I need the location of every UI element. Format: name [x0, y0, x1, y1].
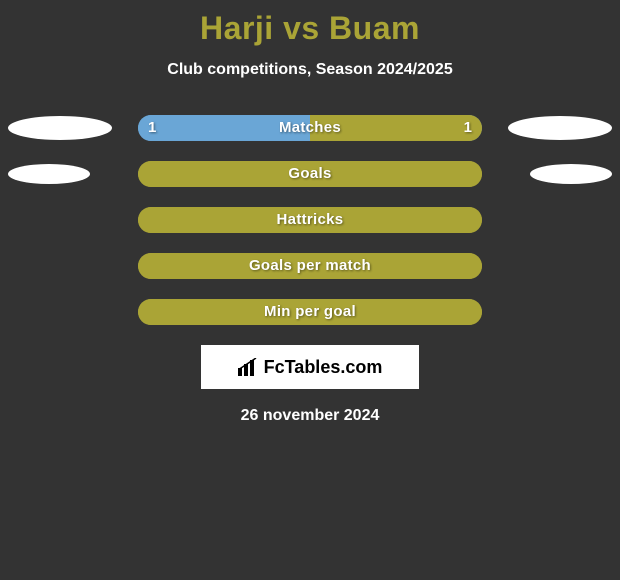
stat-bar: Goals per match [138, 253, 482, 279]
stat-bar: Min per goal [138, 299, 482, 325]
title-player-left: Harji [200, 10, 274, 46]
right-value-ellipse [530, 164, 612, 184]
stat-label: Hattricks [138, 207, 482, 233]
subtitle: Club competitions, Season 2024/2025 [0, 61, 620, 79]
stat-bar: 11Matches [138, 115, 482, 141]
stat-row: Min per goal [0, 299, 620, 325]
logo-text: FcTables.com [264, 357, 383, 378]
stat-label: Goals per match [138, 253, 482, 279]
right-value-ellipse [508, 116, 612, 140]
page-title: Harji vs Buam [0, 0, 620, 47]
stat-rows: 11Matches Goals Hattricks Goals per match Mi… [0, 115, 620, 325]
left-value-ellipse [8, 164, 90, 184]
comparison-infographic: Harji vs Buam Club competitions, Season … [0, 0, 620, 580]
fctables-logo[interactable]: FcTables.com [201, 345, 419, 389]
stat-label: Matches [138, 115, 482, 141]
stat-label: Min per goal [138, 299, 482, 325]
generation-date: 26 november 2024 [0, 407, 620, 425]
stat-row: Hattricks [0, 207, 620, 233]
bar-chart-icon [238, 358, 260, 376]
stat-bar: Goals [138, 161, 482, 187]
stat-row: Goals per match [0, 253, 620, 279]
title-player-right: Buam [329, 10, 420, 46]
title-separator: vs [283, 10, 320, 46]
stat-row: Goals [0, 161, 620, 187]
stat-label: Goals [138, 161, 482, 187]
stat-row: 11Matches [0, 115, 620, 141]
left-value-ellipse [8, 116, 112, 140]
stat-bar: Hattricks [138, 207, 482, 233]
